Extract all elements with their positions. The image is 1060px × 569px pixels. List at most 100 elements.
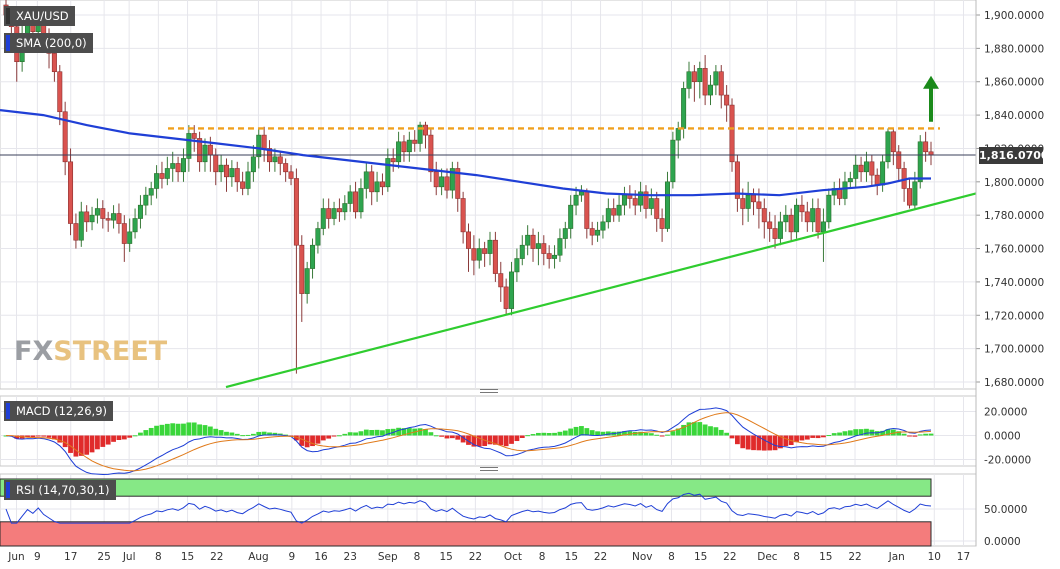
price-y-tick-label: 1,880.0000 <box>984 43 1044 55</box>
macd-label[interactable]: MACD (12,26,9) <box>4 401 113 421</box>
macd-histogram-bar <box>315 435 321 444</box>
macd-histogram-bar <box>600 431 606 436</box>
macd-histogram-bar <box>25 435 30 438</box>
candle <box>627 194 633 199</box>
macd-histogram-bar <box>498 435 504 446</box>
candle <box>708 84 714 96</box>
candle <box>546 253 552 259</box>
macd-histogram-bar <box>100 435 106 447</box>
macd-histogram-bar <box>46 435 52 438</box>
macd-histogram-bar <box>116 435 122 440</box>
x-tick-label: 15 <box>819 551 832 563</box>
macd-histogram-bar <box>734 435 740 445</box>
candle <box>331 208 337 219</box>
candle <box>487 239 493 254</box>
watermark-street: STREET <box>53 336 168 367</box>
candle <box>826 194 832 223</box>
candle <box>815 208 821 233</box>
macd-resize-handle[interactable] <box>480 389 498 393</box>
macd-histogram-bar <box>858 429 864 436</box>
macd-histogram-bar <box>751 435 756 451</box>
macd-histogram-bar <box>589 430 595 436</box>
rsi-y-tick-label: 50.0000 <box>984 504 1027 516</box>
macd-text: MACD (12,26,9) <box>16 404 107 418</box>
macd-histogram-bar <box>756 435 762 451</box>
candle <box>154 173 160 189</box>
macd-histogram-bar <box>207 426 213 436</box>
candle <box>105 218 111 221</box>
candle <box>385 158 391 188</box>
candle <box>724 94 730 106</box>
price-y-tick-label: 1,800.0000 <box>984 177 1044 189</box>
candle <box>584 191 590 229</box>
x-tick-label: 9 <box>289 551 296 563</box>
macd-histogram-bar <box>471 435 477 447</box>
candle <box>342 203 348 213</box>
grid <box>0 0 977 547</box>
x-tick-label: 9 <box>34 551 41 563</box>
macd-histogram-bar <box>713 427 719 436</box>
macd-histogram-bar <box>154 425 159 436</box>
candle <box>912 181 918 206</box>
price-frame <box>0 0 977 390</box>
candle <box>272 156 278 163</box>
candle <box>777 221 783 239</box>
macd-histogram-bar <box>794 435 799 443</box>
macd-histogram-bar <box>492 435 498 445</box>
macd-histogram-bar <box>331 435 337 437</box>
sma-label[interactable]: SMA (200,0) <box>4 33 93 53</box>
candle <box>186 133 192 159</box>
macd-histogram-bar <box>68 435 73 453</box>
symbol-label[interactable]: XAU/USD <box>4 6 75 26</box>
candle <box>223 164 229 178</box>
candle <box>256 134 262 158</box>
macd-histogram-bar <box>659 435 665 437</box>
candle <box>240 181 246 189</box>
macd-histogram-bar <box>487 435 493 445</box>
candle <box>810 208 816 223</box>
macd-histogram-bar <box>385 429 391 436</box>
candle <box>143 194 149 206</box>
x-tick-label: 8 <box>668 551 675 563</box>
x-tick-label: Jan <box>888 551 905 563</box>
macd-histogram-bar <box>552 432 557 436</box>
x-tick-label: Dec <box>757 551 778 563</box>
candle <box>347 191 353 204</box>
macd-histogram-bar <box>428 432 434 436</box>
rsi-label[interactable]: RSI (14,70,30,1) <box>4 480 116 500</box>
macd-histogram-bar <box>831 433 837 436</box>
macd-histogram-bar <box>406 428 412 436</box>
candle <box>299 244 305 294</box>
macd-histogram-bar <box>326 435 332 439</box>
candle <box>600 221 606 231</box>
candle <box>310 244 316 269</box>
macd-histogram-bar <box>191 422 197 436</box>
rsi-resize-handle[interactable] <box>480 467 498 471</box>
candle <box>84 211 90 223</box>
macd-histogram-bar <box>853 429 859 436</box>
macd-histogram-bar <box>52 435 57 440</box>
macd-histogram-bar <box>912 435 918 437</box>
macd-histogram-bar <box>546 433 552 436</box>
price-y-tick-label: 1,680.0000 <box>984 377 1044 389</box>
macd-histogram-bar <box>697 422 703 436</box>
x-tick-label: Jul <box>122 551 136 563</box>
macd-histogram-bar <box>724 432 730 436</box>
macd-histogram-bar <box>804 435 810 440</box>
candle <box>799 204 805 213</box>
macd-histogram-bar <box>213 428 219 436</box>
candle <box>111 213 117 221</box>
candle <box>492 239 498 274</box>
candle <box>632 198 638 206</box>
macd-histogram-bar <box>186 422 192 436</box>
candle <box>164 168 170 179</box>
macd-histogram-bar <box>643 432 649 436</box>
macd-histogram-bar <box>627 431 633 436</box>
x-tick-label: Nov <box>632 551 653 563</box>
candle <box>476 248 482 261</box>
candle <box>794 204 800 233</box>
candle <box>283 163 289 173</box>
macd-histogram-bar <box>541 432 547 436</box>
candle <box>847 178 853 183</box>
candle <box>406 139 412 153</box>
